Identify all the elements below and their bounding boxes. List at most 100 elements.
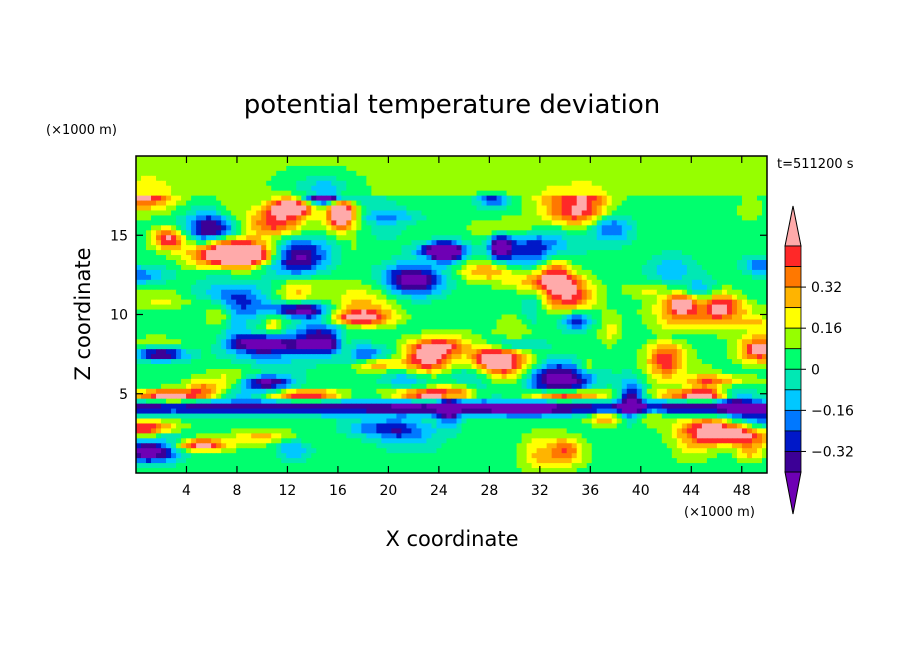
field-cell <box>631 299 638 306</box>
field-cell <box>251 170 257 177</box>
field-cell <box>561 250 568 256</box>
field-cell <box>571 319 578 325</box>
field-cell <box>511 329 518 335</box>
field-cell <box>496 319 503 325</box>
field-cell <box>136 200 142 207</box>
field-cell <box>516 314 523 321</box>
field-cell <box>426 329 433 335</box>
field-cell <box>641 324 648 330</box>
field-cell <box>701 269 708 276</box>
field-cell <box>401 180 408 187</box>
field-cell <box>671 240 678 246</box>
field-cell <box>611 175 618 182</box>
field-cell <box>346 170 352 177</box>
field-cell <box>476 160 483 167</box>
field-cell <box>386 339 393 345</box>
field-cell <box>221 195 227 202</box>
field-cell <box>171 334 177 340</box>
field-cell <box>286 284 292 291</box>
field-cell <box>176 210 182 217</box>
field-cell <box>621 245 628 251</box>
field-cell <box>146 319 152 325</box>
field-cell <box>531 314 538 321</box>
field-cell <box>471 220 478 226</box>
field-cell <box>341 250 347 256</box>
field-cell <box>371 170 377 177</box>
field-cell <box>646 160 653 167</box>
field-cell <box>166 289 172 296</box>
field-cell <box>141 269 147 276</box>
field-cell <box>606 250 613 256</box>
field-cell <box>751 284 758 291</box>
field-cell <box>236 175 242 182</box>
field-cell <box>731 240 738 246</box>
field-cell <box>151 294 157 301</box>
field-cell <box>276 175 282 182</box>
field-cell <box>706 205 713 212</box>
field-cell <box>386 165 393 172</box>
field-cell <box>586 205 593 212</box>
field-cell <box>576 215 583 221</box>
field-cell <box>156 175 162 182</box>
field-cell <box>511 250 518 256</box>
field-cell <box>736 180 743 187</box>
field-cell <box>696 264 703 271</box>
field-cell <box>246 304 252 311</box>
field-cell <box>756 344 763 350</box>
field-cell <box>596 344 603 350</box>
field-cell <box>541 339 548 345</box>
field-cell <box>541 235 548 241</box>
field-cell <box>316 329 322 335</box>
field-cell <box>366 205 372 212</box>
field-cell <box>621 319 628 325</box>
field-cell <box>646 339 653 345</box>
field-cell <box>601 225 608 231</box>
field-cell <box>606 255 613 261</box>
field-cell <box>281 294 287 301</box>
field-cell <box>506 309 513 316</box>
field-cell <box>331 284 337 291</box>
field-cell <box>476 319 483 325</box>
field-cell <box>226 190 232 197</box>
field-cell <box>466 250 473 256</box>
field-cell <box>141 205 147 212</box>
field-cell <box>501 314 508 321</box>
field-cell <box>371 180 377 187</box>
field-cell <box>331 319 337 325</box>
field-cell <box>316 269 322 276</box>
field-cell <box>556 289 563 296</box>
field-cell <box>306 245 312 251</box>
field-cell <box>616 314 623 321</box>
field-cell <box>136 255 142 261</box>
field-cell <box>251 165 257 172</box>
field-cell <box>256 220 262 226</box>
field-cell <box>391 185 398 192</box>
field-cell <box>221 156 227 162</box>
field-cell <box>341 220 347 226</box>
field-cell <box>571 230 578 236</box>
field-cell <box>556 195 563 202</box>
field-cell <box>556 240 563 246</box>
field-cell <box>496 294 503 301</box>
field-cell <box>756 205 763 212</box>
field-cell <box>261 205 267 212</box>
field-cell <box>681 299 688 306</box>
field-cell <box>196 319 202 325</box>
field-cell <box>271 339 277 345</box>
field-cell <box>226 349 232 355</box>
field-cell <box>306 339 312 345</box>
field-cell <box>136 165 142 172</box>
field-cell <box>386 289 393 296</box>
field-cell <box>181 230 187 236</box>
field-cell <box>556 339 563 345</box>
field-cell <box>371 185 377 192</box>
field-cell <box>251 220 257 226</box>
field-cell <box>671 284 678 291</box>
field-cell <box>416 190 423 197</box>
field-cell <box>411 210 418 217</box>
field-cell <box>651 230 658 236</box>
field-cell <box>626 299 633 306</box>
field-cell <box>261 210 267 217</box>
field-cell <box>371 215 377 221</box>
field-cell <box>711 220 718 226</box>
